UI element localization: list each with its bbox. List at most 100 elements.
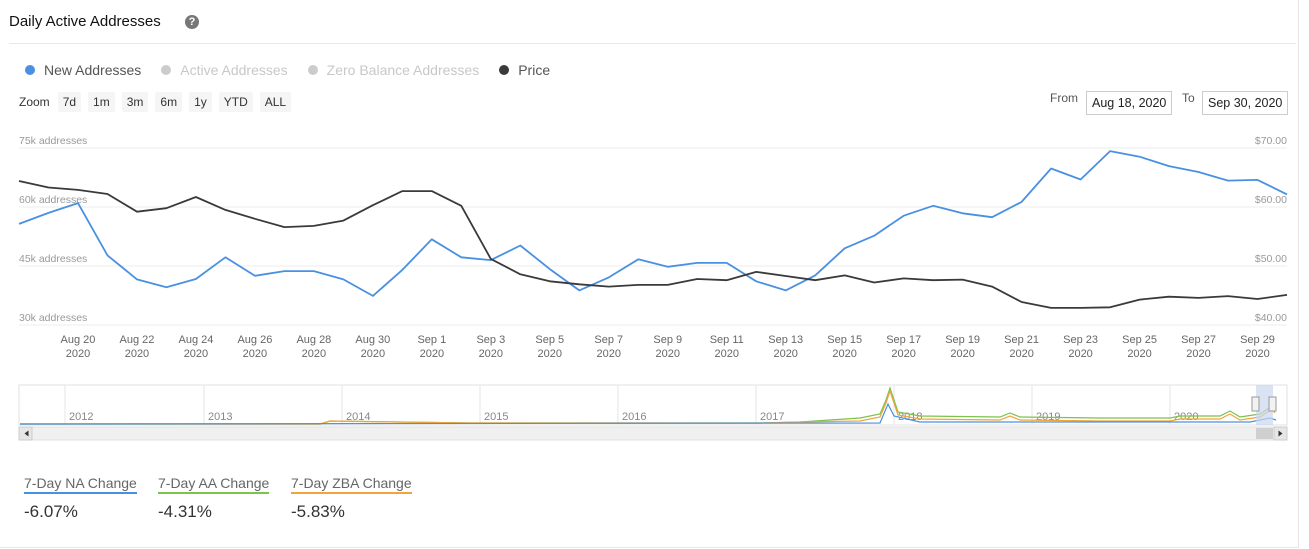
navigator-selection <box>1256 385 1273 425</box>
question-circle-icon[interactable]: ? <box>185 15 199 29</box>
x-axis-tick-label: Aug 24 <box>178 334 213 346</box>
stat-value: -4.31% <box>158 502 212 521</box>
legend-item-new-addresses[interactable]: New Addresses <box>25 61 141 79</box>
stat-aa-change: 7-Day AA Change -4.31% <box>158 475 270 522</box>
x-axis-tick-label: Sep 25 <box>1122 334 1157 346</box>
x-axis-tick-label: Sep 23 <box>1063 334 1098 346</box>
zoom-button-all[interactable]: ALL <box>259 92 292 112</box>
chart-title: Daily Active Addresses <box>9 13 161 30</box>
stat-na-change: 7-Day NA Change -6.07% <box>24 475 137 522</box>
x-axis-tick-year: 2020 <box>66 348 90 360</box>
navigator-year-label: 2017 <box>760 411 784 423</box>
x-axis-tick-label: Sep 13 <box>768 334 803 346</box>
legend-label: Price <box>518 62 551 78</box>
from-label: From <box>1050 91 1078 105</box>
x-axis-tick-label: Sep 27 <box>1181 334 1216 346</box>
y-axis-right-tick-label: $50.00 <box>1255 253 1287 265</box>
x-axis-tick-year: 2020 <box>597 348 621 360</box>
y-axis-right-tick-label: $70.00 <box>1255 135 1287 147</box>
y-axis-left-tick-label: 30k addresses <box>19 312 87 324</box>
x-axis-tick-label: Sep 5 <box>535 334 564 346</box>
x-axis-tick-label: Sep 19 <box>945 334 980 346</box>
navigator-frame <box>18 384 1288 426</box>
x-axis-tick-label: Aug 26 <box>237 334 272 346</box>
legend-dot-icon <box>161 65 172 75</box>
zoom-label: Zoom <box>19 95 50 109</box>
y-axis-right-tick-label: $40.00 <box>1255 312 1287 324</box>
y-axis-left-tick-label: 45k addresses <box>19 253 87 265</box>
x-axis-tick-label: Sep 3 <box>476 334 505 346</box>
navigator-year-label: 2012 <box>69 411 93 423</box>
x-axis-tick-year: 2020 <box>891 348 915 360</box>
navigator-handle-right <box>1268 396 1277 412</box>
zoom-button-6m[interactable]: 6m <box>155 92 183 112</box>
x-axis-tick-year: 2020 <box>714 348 738 360</box>
x-axis-tick-label: Sep 9 <box>653 334 682 346</box>
zoom-button-3m[interactable]: 3m <box>121 92 149 112</box>
series-line-price <box>18 180 1288 309</box>
x-axis-tick-year: 2020 <box>832 348 856 360</box>
legend-item-price[interactable]: Price <box>499 61 550 79</box>
y-axis-left-tick-label: 60k addresses <box>19 194 87 206</box>
x-axis-tick-year: 2020 <box>1009 348 1033 360</box>
y-axis-left-tick-label: 75k addresses <box>19 135 87 147</box>
x-axis-tick-year: 2020 <box>125 348 149 360</box>
navigator-year-label: 2013 <box>208 411 232 423</box>
x-axis-tick-year: 2020 <box>1068 348 1092 360</box>
legend-label: Zero Balance Addresses <box>326 62 480 78</box>
stat-label: 7-Day AA Change <box>158 475 270 494</box>
zoom-button-7d[interactable]: 7d <box>57 92 82 112</box>
legend-dot-icon <box>25 65 35 75</box>
x-axis-tick-label: Aug 28 <box>296 334 331 346</box>
x-axis-tick-year: 2020 <box>184 348 208 360</box>
zoom-button-1y[interactable]: 1y <box>189 92 212 112</box>
x-axis-tick-year: 2020 <box>1127 348 1151 360</box>
legend-label: New Addresses <box>44 62 142 78</box>
zoom-controls: Zoom 7d 1m 3m 6m 1y YTD ALL <box>19 92 298 112</box>
x-axis-tick-year: 2020 <box>420 348 444 360</box>
zoom-button-ytd[interactable]: YTD <box>218 92 253 112</box>
to-label: To <box>1182 91 1195 105</box>
stat-value: -5.83% <box>291 502 345 521</box>
x-axis-tick-label: Sep 1 <box>417 334 446 346</box>
x-axis-tick-label: Sep 7 <box>594 334 623 346</box>
x-axis-tick-year: 2020 <box>361 348 385 360</box>
x-axis-tick-year: 2020 <box>656 348 680 360</box>
x-axis-tick-label: Aug 20 <box>61 334 96 346</box>
x-axis-tick-year: 2020 <box>302 348 326 360</box>
x-axis-tick-label: Sep 29 <box>1240 334 1275 346</box>
legend-dot-icon <box>307 65 318 75</box>
scrollbar-track <box>18 426 1288 441</box>
to-date-input[interactable]: Sep 30, 2020 <box>1202 91 1289 115</box>
navigator-year-label: 2014 <box>346 411 370 423</box>
x-axis-tick-year: 2020 <box>773 348 797 360</box>
stat-value: -6.07% <box>24 502 78 521</box>
legend-dot-icon <box>499 65 510 75</box>
from-date-input[interactable]: Aug 18, 2020 <box>1086 91 1173 115</box>
x-axis-tick-label: Aug 22 <box>120 334 155 346</box>
x-axis-tick-label: Sep 15 <box>827 334 862 346</box>
legend: New Addresses Active Addresses Zero Bala… <box>25 61 570 79</box>
navigator-year-label: 2016 <box>622 411 646 423</box>
x-axis-tick-label: Sep 21 <box>1004 334 1039 346</box>
x-axis-tick-label: Sep 11 <box>710 334 744 346</box>
series-line-new-addresses <box>18 150 1288 297</box>
arrow-left-icon <box>24 430 29 437</box>
x-axis-tick-year: 2020 <box>1245 348 1269 360</box>
arrow-right-icon <box>1278 430 1283 437</box>
x-axis-tick-year: 2020 <box>243 348 267 360</box>
legend-label: Active Addresses <box>180 62 288 78</box>
legend-item-active-addresses[interactable]: Active Addresses <box>161 61 288 79</box>
zoom-button-1m[interactable]: 1m <box>88 92 115 112</box>
navigator-year-label: 2020 <box>1174 411 1198 423</box>
x-axis-tick-year: 2020 <box>950 348 974 360</box>
x-axis-tick-label: Aug 30 <box>355 334 390 346</box>
x-axis-tick-year: 2020 <box>1186 348 1210 360</box>
x-axis-tick-label: Sep 17 <box>886 334 921 346</box>
navigator-handle-left <box>1251 396 1260 412</box>
stat-label: 7-Day NA Change <box>24 475 137 494</box>
legend-item-zero-balance-addresses[interactable]: Zero Balance Addresses <box>307 61 480 79</box>
header-divider <box>9 43 1296 44</box>
